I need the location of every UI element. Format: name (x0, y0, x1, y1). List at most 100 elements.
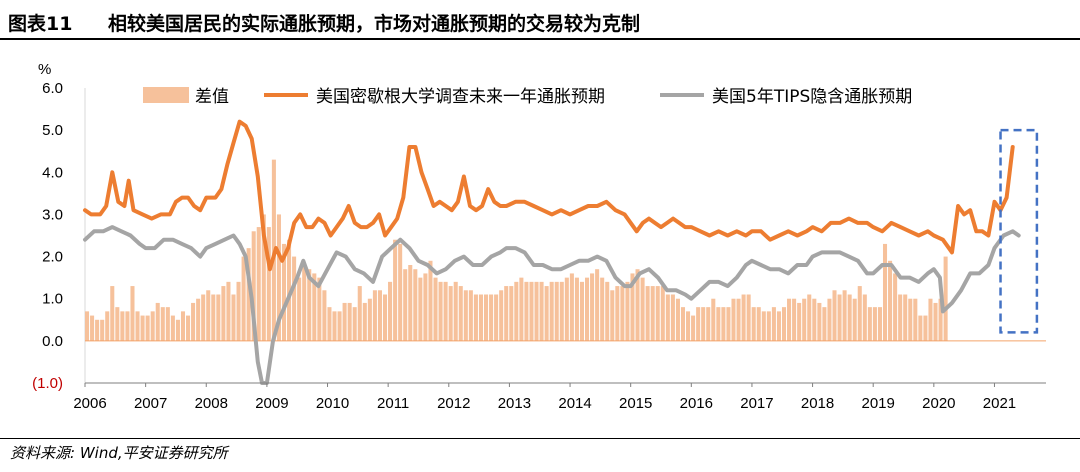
diff-bar (256, 227, 261, 341)
diff-bar (332, 311, 337, 341)
diff-bar (196, 298, 201, 341)
diff-bar (483, 294, 489, 341)
diff-bar (509, 286, 514, 341)
inflation-chart: % 6.05.04.03.02.01.00.0(1.0) 2006 2007 200… (32, 61, 1046, 412)
diff-bar (539, 281, 544, 341)
diff-bar (721, 307, 726, 341)
legend-swatch-diff (143, 87, 189, 103)
x-tick-label: 2017 (740, 395, 773, 412)
diff-bar (160, 307, 165, 341)
diff-bar (746, 294, 751, 341)
y-tick-label: 3.0 (42, 206, 63, 223)
diff-bar (150, 311, 155, 341)
diff-bar (322, 290, 327, 341)
x-tick-label: 2019 (862, 395, 895, 412)
diff-bar (206, 290, 211, 341)
diff-bar (766, 311, 771, 341)
diff-bar (731, 298, 736, 341)
y-tick-label: 2.0 (42, 249, 63, 266)
diff-bar (655, 286, 660, 341)
diff-bar (660, 286, 665, 341)
diff-bar (367, 298, 372, 341)
diff-bar (595, 269, 600, 341)
diff-bar (115, 307, 120, 341)
diff-bar (882, 243, 888, 341)
diff-bar (372, 290, 377, 341)
diff-bar (534, 281, 539, 341)
x-tick-label: 2012 (437, 395, 470, 412)
diff-bar (377, 290, 382, 341)
diff-bar (362, 302, 367, 341)
diff-bar (337, 311, 342, 341)
diff-bar (574, 277, 579, 341)
diff-bar (761, 311, 766, 341)
x-tick-label: 2009 (255, 395, 288, 412)
diff-bar (236, 281, 241, 341)
diff-bar (393, 239, 398, 341)
x-tick-label: 2015 (619, 395, 652, 412)
x-tick-label: 2007 (134, 395, 167, 412)
diff-bar (428, 260, 433, 341)
diff-bar (327, 307, 332, 341)
diff-bar (468, 290, 473, 341)
x-tick-label: 2013 (498, 395, 531, 412)
diff-bar (741, 294, 746, 341)
diff-bar (105, 311, 110, 341)
diff-bar (812, 298, 817, 341)
diff-bar (145, 315, 150, 341)
diff-bar (155, 302, 160, 341)
diff-bar (701, 307, 706, 341)
y-axis-ticks: 6.0 5.0 4.0 3.0 2.0 1.0 0.0 (1.0) (32, 80, 86, 392)
diff-bar (302, 265, 307, 341)
diff-bar (888, 260, 893, 341)
diff-bar (771, 307, 776, 341)
diff-bar (519, 277, 524, 341)
diff-bar (211, 294, 216, 341)
diff-bar (620, 286, 625, 341)
diff-bar (625, 281, 630, 341)
diff-bar (872, 307, 877, 341)
diff-bar (251, 231, 256, 341)
diff-bar (862, 294, 867, 341)
diff-bar (90, 315, 95, 341)
diff-bar (312, 273, 317, 341)
y-tick-label: 0.0 (42, 333, 63, 350)
diff-bar (276, 214, 281, 341)
diff-bar (908, 298, 913, 341)
diff-bar (388, 281, 393, 341)
diff-bar (524, 281, 529, 341)
diff-bar (781, 307, 787, 341)
diff-bar (292, 256, 297, 341)
footer-rule (0, 438, 1080, 439)
diff-bar (893, 273, 898, 341)
diff-bar (736, 298, 741, 341)
survey-expectation-line (83, 119, 1015, 272)
diff-bar (665, 294, 670, 341)
diff-bar (852, 298, 857, 341)
series-lines (83, 119, 1021, 385)
header-rule (0, 38, 1080, 40)
diff-bar (241, 256, 246, 341)
diff-bar (938, 298, 943, 341)
diff-bar (807, 294, 812, 341)
diff-bar (600, 277, 605, 341)
diff-bar (191, 302, 196, 341)
diff-bar (822, 307, 827, 341)
diff-bar (913, 298, 918, 341)
diff-bar (110, 286, 115, 341)
diff-bar (201, 294, 206, 341)
diff-bar (802, 298, 807, 341)
diff-bar (691, 315, 696, 341)
diff-bar (130, 286, 135, 341)
diff-bar (569, 273, 574, 341)
diff-bar (342, 302, 347, 341)
legend-label: 美国密歇根大学调查未来一年通胀预期 (316, 87, 605, 107)
diff-bar (408, 265, 413, 341)
figure-header: 图表11 相较美国居民的实际通胀预期，市场对通胀预期的交易较为克制 (0, 0, 1080, 40)
diff-bar (544, 286, 549, 341)
diff-bar (246, 248, 251, 341)
legend-label: 差值 (195, 87, 229, 107)
diff-bar (418, 277, 423, 341)
diff-bar (756, 307, 761, 341)
y-tick-label: 4.0 (42, 164, 63, 181)
